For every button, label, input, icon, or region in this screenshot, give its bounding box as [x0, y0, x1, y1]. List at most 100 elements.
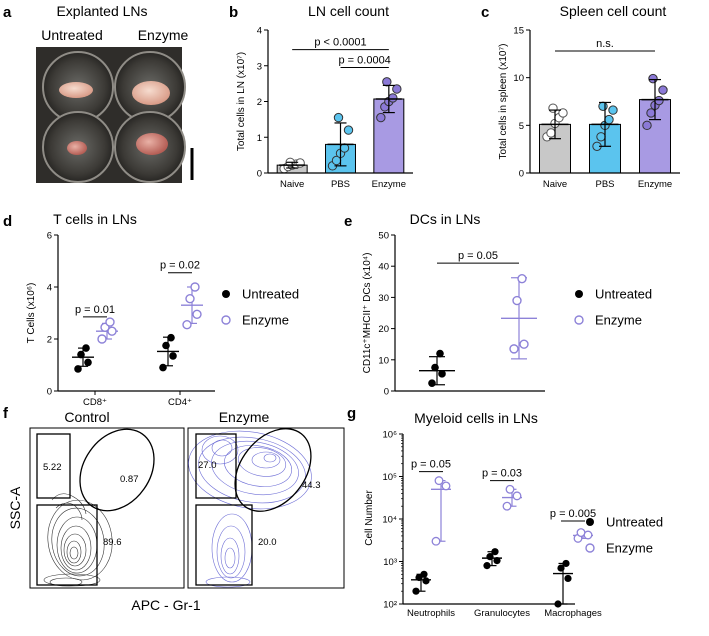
g-ytick-label-2: 10⁴: [382, 515, 397, 526]
d-y-axis-label: T Cells (x10⁶): [26, 283, 37, 344]
b-point-pbs: [343, 125, 354, 135]
g-point-untreated: [564, 574, 572, 583]
c-bar-naive: [539, 123, 571, 174]
g-point-untreated: [412, 587, 420, 595]
e-y-axis-label: CD11c⁺MHCII⁺ DCs (x10⁴): [362, 253, 373, 374]
panel-f: f Control Enzyme SSC-A APC - Gr-1 5.22 0…: [3, 405, 345, 613]
control-gate-value-3: 89.6: [103, 537, 122, 548]
b-ytick-label-3: 3: [257, 61, 262, 72]
e-ytick-label-0: 0: [384, 387, 389, 398]
c-point-pbs: [608, 105, 618, 115]
c-point-enzyme: [646, 108, 656, 118]
g-point-enzyme: [441, 481, 451, 491]
d-chart-title: T cells in LNs: [53, 211, 137, 227]
d-xtick-label-1: CD4⁺: [168, 397, 192, 408]
g-point-enzyme: [434, 476, 444, 486]
d-point-enzyme: [182, 320, 192, 330]
d-point-untreated: [162, 341, 170, 350]
enzyme-gate-value-1: 27.0: [198, 460, 217, 471]
g-point-untreated: [420, 570, 428, 578]
g-point-untreated: [486, 553, 494, 561]
d-point-untreated: [169, 352, 177, 360]
b-pvalue-1: p = 0.0004: [339, 55, 391, 67]
c-point-pbs: [598, 101, 608, 111]
c-chart-title: Spleen cell count: [560, 3, 667, 19]
d-point-untreated: [159, 363, 167, 372]
g-ytick-label-4: 10⁶: [383, 430, 398, 441]
d-point-untreated: [82, 344, 90, 352]
g-point-untreated: [483, 562, 491, 570]
e-point-untreated: [428, 379, 436, 388]
g-point-enzyme: [512, 491, 522, 501]
g-point-enzyme: [502, 501, 512, 511]
g-pvalue-0: p = 0.05: [411, 459, 451, 471]
e-ytick-label-1: 10: [378, 355, 389, 366]
g-legend-enzyme-marker: [585, 543, 595, 553]
g-point-untreated: [554, 600, 562, 608]
panel-c: c Spleen cell count Total cells in spleen…: [481, 3, 680, 190]
enzyme-gate-gr1: [234, 428, 312, 512]
d-ytick-label-3: 6: [47, 231, 52, 242]
e-point-enzyme: [509, 344, 519, 354]
e-ytick-label-3: 30: [378, 293, 389, 304]
enzyme-gate-ssc-low: [195, 504, 253, 586]
g-pvalue-1: p = 0.03: [482, 468, 522, 480]
b-ytick-label-4: 4: [257, 26, 262, 37]
g-chart-title: Myeloid cells in LNs: [414, 410, 538, 426]
control-gate-value-2: 0.87: [120, 474, 139, 485]
c-xtick-label-0: Naive: [543, 179, 567, 190]
c-ytick-label-3: 15: [513, 26, 524, 37]
panel-label-b: b: [229, 4, 238, 21]
c-point-enzyme: [642, 120, 652, 131]
g-point-untreated: [557, 564, 565, 572]
c-y-axis-label: Total cells in spleen (x10⁷): [498, 44, 509, 160]
c-point-naive: [558, 108, 568, 118]
d-point-enzyme: [192, 309, 202, 319]
e-legend-untreated-label: Untreated: [595, 287, 652, 302]
d-legend-enzyme-label: Enzyme: [242, 313, 289, 328]
control-gate-value-1: 5.22: [43, 462, 62, 473]
c-xtick-label-1: PBS: [595, 179, 614, 190]
panel-a: a Explanted LNs Untreated Enzyme: [3, 3, 194, 183]
d-legend-enzyme-marker: [221, 315, 231, 325]
panel-a-untreated-label: Untreated: [41, 27, 102, 43]
flow-x-label: APC - Gr-1: [131, 597, 200, 613]
c-point-enzyme: [654, 95, 664, 106]
explanted-ln-photo: [36, 47, 194, 183]
d-point-enzyme: [185, 294, 195, 304]
g-ytick-label-3: 10⁵: [382, 472, 397, 483]
c-ytick-label-2: 10: [513, 73, 524, 84]
control-gate-gr1: [79, 428, 155, 512]
panel-label-e: e: [344, 213, 352, 230]
flow-control-title: Control: [64, 409, 109, 425]
d-legend-untreated-label: Untreated: [242, 287, 299, 302]
panel-g: g Myeloid cells in LNs Cell Number 10² 10³ 1…: [347, 405, 663, 619]
d-ytick-label-2: 4: [47, 283, 52, 294]
g-pvalue-2: p = 0.005: [550, 508, 596, 520]
panel-a-title: Explanted LNs: [56, 3, 147, 19]
e-point-untreated: [431, 363, 439, 372]
g-xtick-label-0: Neutrophils: [407, 608, 455, 619]
d-pvalue-0: p = 0.01: [75, 304, 115, 316]
panel-label-g: g: [347, 405, 356, 422]
g-point-enzyme: [576, 528, 586, 537]
panel-b: b LN cell count Total cells in LN (x10⁷) 0…: [229, 3, 413, 190]
c-point-naive: [548, 103, 558, 113]
enzyme-gate-value-2: 44.3: [302, 480, 321, 491]
e-point-untreated: [436, 349, 444, 358]
g-ytick-label-1: 10³: [383, 557, 397, 568]
d-pvalue-1: p = 0.02: [160, 260, 200, 272]
b-chart-title: LN cell count: [308, 3, 389, 19]
b-ytick-label-1: 1: [257, 133, 262, 144]
b-xtick-label-1: PBS: [331, 179, 350, 190]
e-ytick-label-5: 50: [378, 231, 389, 242]
d-point-enzyme: [190, 282, 200, 292]
c-point-pbs: [596, 132, 606, 142]
g-point-untreated: [422, 577, 430, 585]
c-point-naive: [546, 128, 556, 138]
e-point-enzyme: [519, 339, 529, 349]
control-gate-ssc-high: [36, 433, 71, 499]
d-point-untreated: [74, 365, 82, 373]
g-point-untreated: [493, 556, 501, 565]
